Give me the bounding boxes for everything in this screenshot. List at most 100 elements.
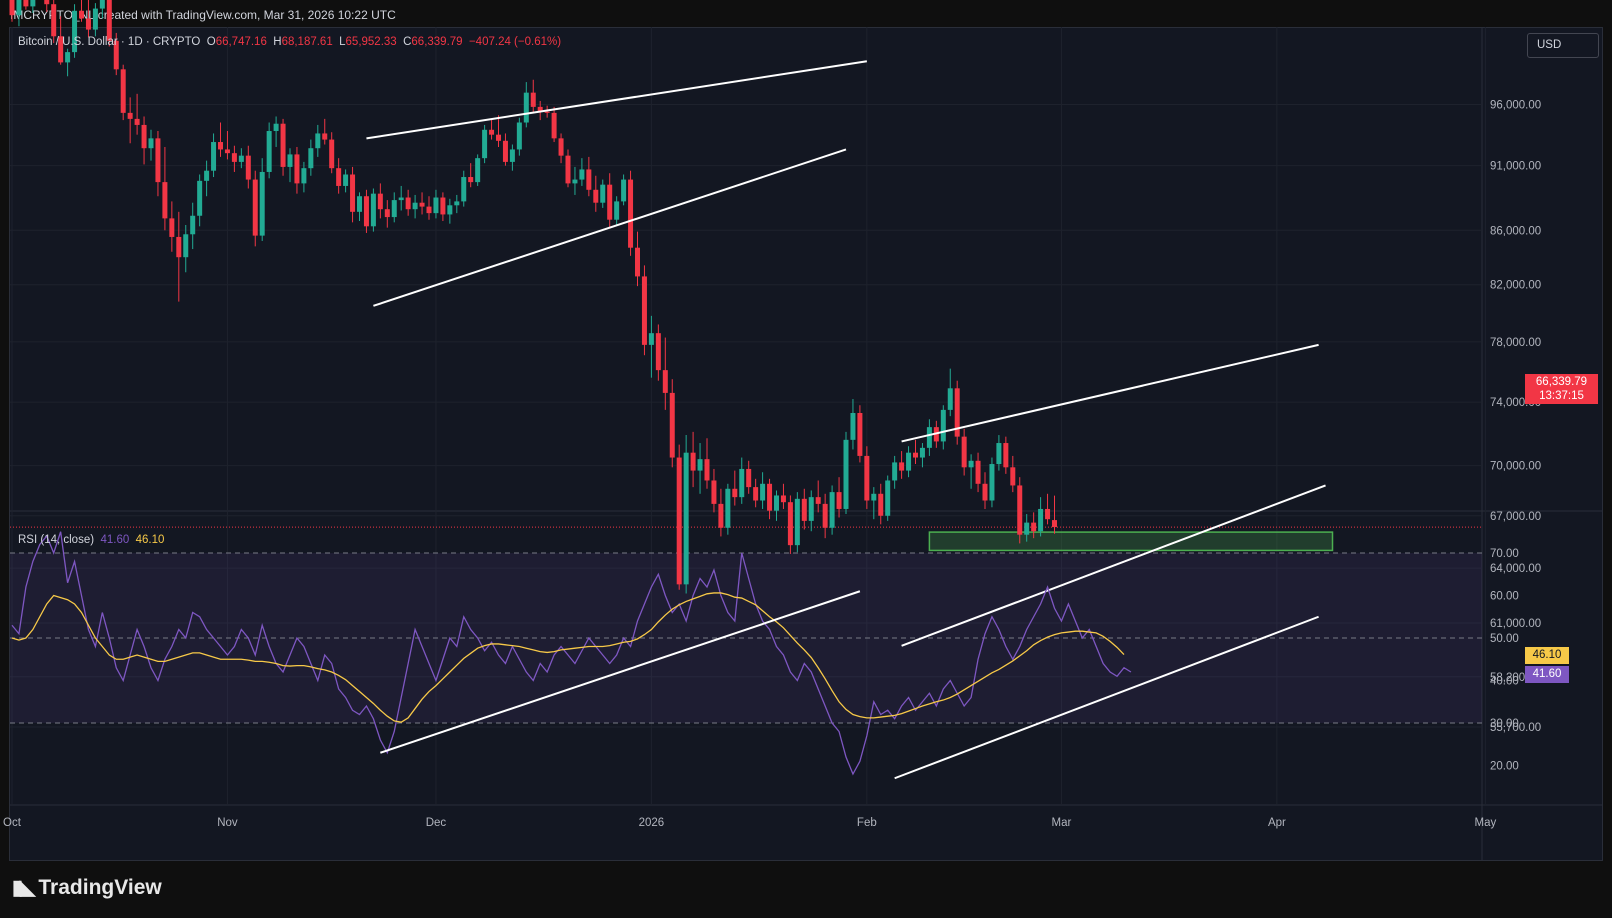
candle-body xyxy=(1024,522,1030,535)
candle-body xyxy=(183,234,189,258)
price-tick-label: 67,000.00 xyxy=(1490,511,1541,523)
time-tick-label: Oct xyxy=(3,817,22,829)
candle-body xyxy=(85,18,91,30)
candle-body xyxy=(322,133,328,140)
candle-body xyxy=(551,112,557,139)
candle-body xyxy=(892,462,898,481)
candle-body xyxy=(259,171,265,236)
candle-body xyxy=(753,487,759,501)
candles xyxy=(9,0,1057,594)
candle-body xyxy=(475,158,481,183)
candle-body xyxy=(822,503,828,528)
rsi-label[interactable]: RSI (14, close) xyxy=(18,534,95,546)
price-tick-label: 64,000.00 xyxy=(1490,563,1541,575)
candle-body xyxy=(544,111,550,113)
candle-body xyxy=(482,129,488,159)
candle-body xyxy=(176,236,182,258)
candle-body xyxy=(808,497,814,521)
candle-body xyxy=(1010,467,1016,486)
candle-body xyxy=(16,0,22,16)
candle-body xyxy=(648,333,654,345)
candle-body xyxy=(530,92,536,107)
currency-button[interactable]: USD xyxy=(1527,33,1599,58)
attribution-text: IMCRYPTO_NL created with TradingView.com… xyxy=(10,8,396,22)
candle-body xyxy=(336,168,342,186)
time-tick-label: Apr xyxy=(1268,817,1286,829)
bottom-bar xyxy=(0,862,1612,918)
candle-body xyxy=(197,180,203,216)
candle-body xyxy=(600,184,606,203)
candle-body xyxy=(899,462,905,471)
time-tick-label: Mar xyxy=(1052,817,1072,829)
candle-body xyxy=(711,480,717,504)
candle-body xyxy=(350,174,356,212)
candle-body xyxy=(871,493,877,501)
candle-body xyxy=(780,495,786,503)
candle-body xyxy=(982,483,988,501)
candle-body xyxy=(113,40,119,70)
rsi-ma-value: 46.10 xyxy=(135,534,165,546)
candle-body xyxy=(496,134,501,141)
price-tick-label: 86,000.00 xyxy=(1490,225,1541,237)
time-tick-label: Nov xyxy=(217,817,238,829)
rsi-tick-label: 20.00 xyxy=(1490,761,1519,773)
candle-body xyxy=(120,69,126,113)
rsi-ma-tag: 46.10 xyxy=(1525,646,1569,664)
candle-body xyxy=(273,123,279,132)
rsi-trendline xyxy=(380,590,861,754)
candle-body xyxy=(614,201,620,220)
candle-body xyxy=(141,124,147,149)
candle-body xyxy=(426,206,432,214)
candle-body xyxy=(537,106,543,112)
candle-body xyxy=(252,179,258,236)
candle-body xyxy=(468,177,474,183)
candle-body xyxy=(787,502,793,546)
price-tick-label: 82,000.00 xyxy=(1490,280,1541,292)
candle-body xyxy=(308,148,314,169)
candle-body xyxy=(363,196,369,227)
candle-body xyxy=(447,205,453,215)
candle-body xyxy=(565,155,571,184)
time-tick-label: May xyxy=(1475,817,1497,829)
support-zone xyxy=(928,531,1334,552)
high-value: 68,187.61 xyxy=(281,36,333,48)
candle-body xyxy=(51,4,57,37)
rsi-tick-label: 60.00 xyxy=(1490,591,1519,603)
candle-body xyxy=(572,179,578,184)
low-value: 65,952.33 xyxy=(345,36,397,48)
price-tick-label: 61,000.00 xyxy=(1490,618,1541,630)
candle-body xyxy=(774,495,779,511)
candle-body xyxy=(850,413,856,440)
candle-body xyxy=(461,177,467,202)
close-label: C xyxy=(403,36,412,48)
symbol-name[interactable]: Bitcoin / U.S. Dollar · 1D · CRYPTO xyxy=(18,36,201,48)
candle-body xyxy=(238,155,244,162)
rsi-value: 41.60 xyxy=(100,534,130,546)
trendline xyxy=(901,343,1319,443)
candle-body xyxy=(801,498,807,521)
logo-text: TradingView xyxy=(38,876,162,899)
rsi-line xyxy=(11,531,1132,776)
candle-body xyxy=(635,247,640,277)
trendline xyxy=(373,148,847,307)
candle-body xyxy=(190,215,196,235)
candle-body xyxy=(9,0,15,16)
price-tick-label: 78,000.00 xyxy=(1490,337,1541,349)
candle-body xyxy=(218,142,223,150)
top-bar: IMCRYPTO_NL created with TradingView.com… xyxy=(0,0,1612,26)
candle-body xyxy=(857,413,863,456)
candle-body xyxy=(211,142,217,171)
tradingview-logo[interactable]: ▮◣ TradingView xyxy=(12,875,162,900)
candle-body xyxy=(204,170,210,181)
candle-body xyxy=(579,169,585,180)
candle-body xyxy=(586,169,592,190)
candle-body xyxy=(906,452,912,471)
candle-body xyxy=(231,153,237,162)
candle-body xyxy=(725,488,731,528)
change-value: −407.24 (−0.61%) xyxy=(468,36,562,48)
candle-body xyxy=(79,10,84,19)
candle-body xyxy=(23,0,29,7)
candle-body xyxy=(1003,443,1009,468)
candle-body xyxy=(718,503,724,528)
